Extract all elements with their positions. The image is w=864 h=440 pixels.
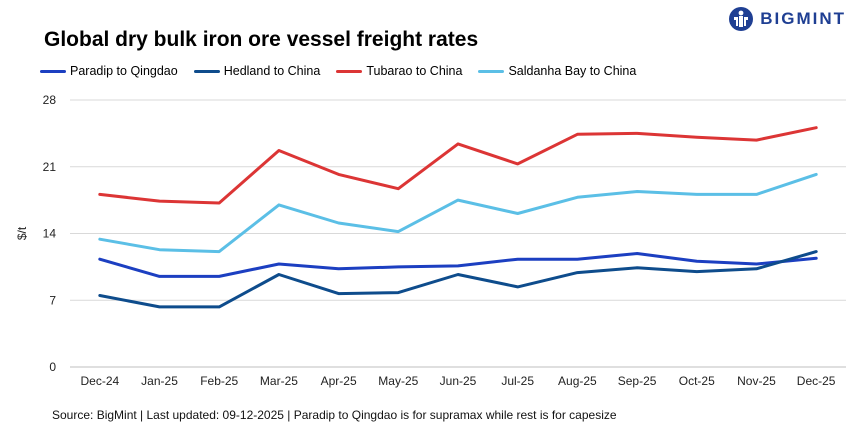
chart-legend: Paradip to Qingdao Hedland to China Tubara…: [40, 62, 652, 80]
brand-logo: BIGMINT: [728, 6, 846, 32]
legend-swatch: [40, 69, 66, 73]
series-line-3: [98, 126, 818, 205]
x-tick-label: Jan-25: [141, 374, 178, 388]
series-lines: [98, 126, 818, 309]
x-tick-label: May-25: [378, 374, 418, 388]
y-tick-label: 7: [49, 293, 56, 307]
x-tick-label: Oct-25: [679, 374, 715, 388]
y-tick-label: 0: [49, 360, 56, 374]
x-tick-label: Jun-25: [440, 374, 477, 388]
y-tick-label: 14: [43, 227, 57, 241]
x-tick-label: Mar-25: [260, 374, 298, 388]
x-tick-label: Sep-25: [618, 374, 657, 388]
y-tick-label: 21: [43, 160, 57, 174]
y-tick-label: 28: [43, 93, 57, 107]
legend-label: Hedland to China: [223, 64, 321, 78]
series-line-1: [98, 252, 818, 278]
y-axis-label: $/t: [15, 226, 29, 240]
x-tick-label: Dec-25: [797, 374, 836, 388]
x-tick-label: Nov-25: [737, 374, 776, 388]
legend-item: Tubarao to China: [336, 64, 462, 78]
legend-item: Paradip to Qingdao: [40, 64, 178, 78]
y-tick-labels: 0 7 14 21 28: [43, 93, 57, 374]
legend-label: Tubarao to China: [366, 64, 463, 78]
brand-name: BIGMINT: [760, 9, 846, 28]
x-tick-label: Aug-25: [558, 374, 597, 388]
source-note: Source: BigMint | Last updated: 09-12-20…: [52, 408, 617, 422]
legend-label: Saldanha Bay to China: [508, 64, 637, 78]
legend-swatch: [193, 69, 220, 73]
bigmint-logo-icon: [729, 7, 754, 31]
legend-label: Paradip to Qingdao: [70, 64, 178, 78]
series-line-4: [98, 172, 818, 254]
x-tick-label: Jul-25: [501, 374, 534, 388]
grid-lines: [70, 99, 846, 368]
series-line-2: [98, 250, 818, 309]
chart-title: Global dry bulk iron ore vessel freight …: [44, 28, 479, 51]
legend-item: Saldanha Bay to China: [478, 64, 636, 78]
legend-swatch: [478, 69, 505, 73]
x-tick-labels: Dec-24 Jan-25 Feb-25 Mar-25 Apr-25 May-25 Jun-…: [81, 374, 836, 388]
x-tick-label: Feb-25: [200, 374, 238, 388]
legend-item: Hedland to China: [193, 64, 321, 78]
legend-swatch: [336, 69, 363, 73]
x-tick-label: Dec-24: [81, 374, 120, 388]
x-tick-label: Apr-25: [321, 374, 357, 388]
